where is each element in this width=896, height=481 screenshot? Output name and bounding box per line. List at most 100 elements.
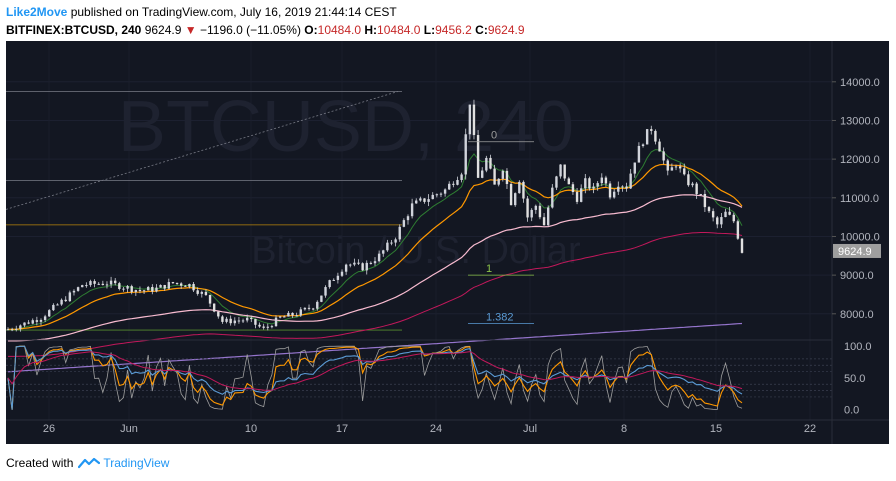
candle-body — [699, 193, 702, 195]
candle-body — [221, 316, 224, 322]
candle-body — [105, 284, 109, 286]
candle-body — [419, 198, 422, 201]
candle-body — [563, 164, 566, 179]
candle-body — [497, 178, 500, 185]
candle-body — [316, 301, 319, 309]
current-price: 9624.9 — [144, 23, 182, 37]
candle-body — [320, 295, 323, 302]
watermark-description: Bitcoin / U.S. Dollar — [251, 230, 581, 272]
candle-body — [97, 283, 100, 285]
candle-body — [52, 304, 55, 311]
published-text: published on TradingView.com, July 16, 2… — [70, 5, 397, 19]
candle-body — [724, 211, 727, 218]
candle-body — [670, 167, 674, 171]
candle-body — [415, 200, 418, 204]
candle-body — [229, 318, 232, 324]
candle-body — [204, 291, 208, 295]
candle-body — [716, 217, 719, 225]
candle-body — [56, 304, 59, 306]
candle-body — [299, 309, 302, 316]
candle-body — [19, 325, 22, 329]
tradingview-brand[interactable]: TradingView — [103, 456, 170, 470]
candle-body — [452, 183, 455, 185]
candle-body — [629, 173, 632, 189]
candle-body — [332, 279, 335, 281]
candle-body — [122, 288, 125, 290]
moving-averages — [7, 149, 743, 373]
candle-body — [109, 280, 113, 285]
candle-body — [514, 193, 517, 206]
candle-body — [427, 199, 430, 202]
candle-body — [287, 312, 290, 317]
candle-body — [250, 317, 253, 320]
candle-body — [625, 186, 628, 189]
candle-body — [612, 191, 616, 198]
time-tick-label: Jul — [523, 423, 537, 435]
candle-body — [596, 183, 599, 187]
candle-body — [732, 214, 735, 222]
candle-body — [130, 286, 133, 292]
price-tick-label: 10000.0 — [840, 231, 880, 243]
candle-body — [196, 290, 199, 294]
candle-body — [254, 319, 257, 325]
candle-body — [406, 216, 410, 221]
candle-body — [311, 308, 315, 310]
tradingview-logo-icon — [78, 457, 101, 469]
publish-header: Like2Move published on TradingView.com, … — [6, 5, 397, 19]
candle-body — [31, 320, 34, 324]
rsi-mid-line — [7, 345, 743, 410]
chart-area[interactable]: BTCUSD, 240 Bitcoin / U.S. Dollar 0 1 1.38… — [6, 41, 889, 444]
candle-body — [621, 186, 624, 188]
ema-very-long-line — [7, 322, 743, 373]
price-tick-label: 12000.0 — [840, 154, 880, 166]
candle-body — [233, 320, 236, 324]
candle-body — [163, 284, 166, 289]
candle-body — [423, 198, 426, 202]
trend-line — [6, 91, 399, 210]
candle-body — [258, 324, 261, 327]
rsi-raw-line — [7, 345, 743, 410]
candle-body — [266, 326, 269, 328]
candle-body — [584, 178, 587, 189]
candle-body — [456, 180, 459, 185]
time-tick-label: Jun — [120, 423, 138, 435]
candle-body — [579, 188, 583, 202]
candle-body — [687, 174, 690, 186]
down-arrow-icon: ▼ — [184, 23, 197, 37]
candle-body — [291, 312, 294, 316]
candle-body — [617, 186, 620, 192]
candle-body — [245, 317, 249, 321]
candle-body — [155, 287, 158, 292]
candle-body — [390, 242, 393, 244]
candle-body — [101, 283, 105, 285]
created-with-text: Created with — [6, 456, 74, 470]
candle-body — [695, 183, 698, 195]
candle-body — [448, 183, 451, 190]
candle-body — [361, 263, 364, 271]
candle-body — [76, 287, 80, 291]
close-label: C: — [475, 23, 488, 37]
fib-level-label: 0 — [491, 130, 497, 142]
author-name[interactable]: Like2Move — [6, 5, 68, 19]
open-label: O: — [304, 23, 318, 37]
candle-body — [27, 322, 30, 324]
price-tick-label: 8000.0 — [840, 309, 874, 321]
chart-canvas[interactable]: BTCUSD, 240 Bitcoin / U.S. Dollar 0 1 1.38… — [6, 41, 889, 444]
fib-labels[interactable]: 0 1 1.382 — [468, 130, 534, 324]
candle-body — [538, 205, 542, 218]
candle-body — [262, 326, 265, 328]
candle-body — [134, 290, 138, 292]
grid-lines — [6, 41, 832, 420]
candle-body — [159, 284, 162, 288]
candle-body — [707, 207, 711, 212]
low-label: L: — [423, 23, 436, 37]
candle-body — [546, 207, 550, 226]
drawings[interactable] — [6, 91, 402, 331]
candle-body — [571, 184, 575, 193]
candle-body — [270, 326, 274, 328]
candle-body — [608, 183, 612, 198]
candle-body — [645, 129, 649, 145]
candle-body — [518, 181, 521, 194]
rsi-tick-label: 0.0 — [844, 405, 859, 417]
rsi-fast-line — [7, 345, 743, 410]
